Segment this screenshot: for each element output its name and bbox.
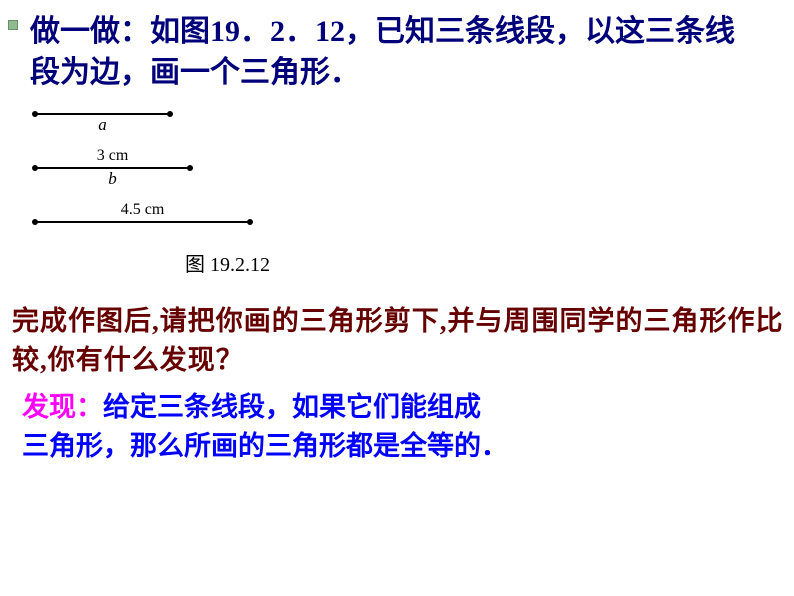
conclusion-text2: 三角形，那么所画的三角形都是全等的． bbox=[22, 431, 508, 461]
segment-a-group: a bbox=[15, 113, 255, 135]
bullet-icon bbox=[8, 20, 18, 30]
header-block: 做一做：如图19．2．12，已知三条线段，以这三条线段为边，画一个三角形． bbox=[0, 0, 794, 93]
conclusion-text1: 给定三条线段，如果它们能组成 bbox=[103, 392, 481, 422]
segment-a-line bbox=[35, 113, 170, 115]
segment-c-line bbox=[35, 221, 250, 223]
conclusion-block: 发现：给定三条线段，如果它们能组成 三角形，那么所画的三角形都是全等的． bbox=[22, 388, 794, 466]
segment-b-label: b bbox=[35, 169, 190, 189]
figure-ref: 19．2．12 bbox=[210, 15, 345, 48]
segment-b-length: 3 cm bbox=[35, 147, 190, 165]
instruction-text: 完成作图后,请把你画的三角形剪下,并与周围同学的三角形作比较,你有什么发现？ bbox=[12, 302, 794, 380]
segment-c-length: 4.5 cm bbox=[35, 201, 250, 219]
conclusion-label: 发现： bbox=[22, 392, 103, 422]
segment-c-group: 4.5 cm bbox=[15, 201, 255, 223]
segment-b-group: 3 cm b bbox=[15, 147, 255, 189]
segment-b-line bbox=[35, 167, 190, 169]
header-text: 做一做：如图19．2．12，已知三条线段，以这三条线段为边，画一个三角形． bbox=[30, 12, 764, 93]
line-segments-diagram: a 3 cm b 4.5 cm bbox=[15, 113, 255, 223]
header-part1: 做一做：如图 bbox=[30, 15, 210, 48]
figure-caption: 图 19.2.12 bbox=[185, 248, 794, 277]
segment-a-label: a bbox=[35, 115, 170, 135]
